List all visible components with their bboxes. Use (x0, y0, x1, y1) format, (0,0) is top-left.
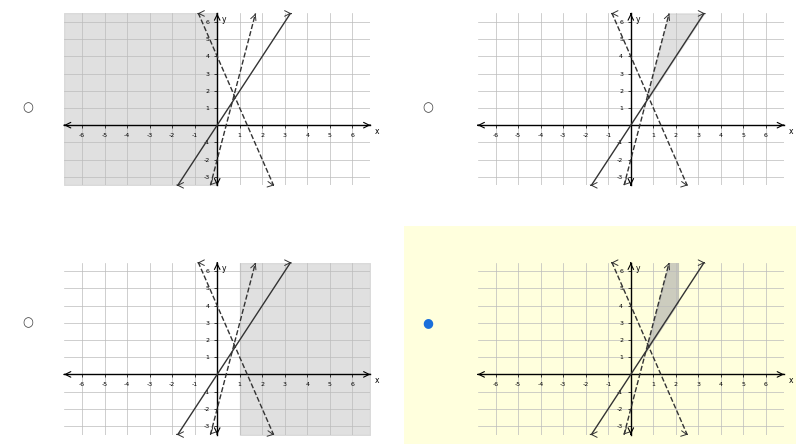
Text: ○: ○ (22, 316, 34, 329)
Text: y: y (222, 264, 226, 273)
Text: x: x (375, 376, 379, 385)
Text: y: y (635, 264, 640, 273)
Text: x: x (789, 127, 793, 136)
Text: ○: ○ (22, 101, 34, 114)
Text: x: x (375, 127, 379, 136)
Text: ○: ○ (422, 101, 434, 114)
Text: x: x (789, 376, 793, 385)
Text: y: y (635, 15, 640, 24)
Text: ●: ● (422, 316, 434, 329)
Text: y: y (222, 15, 226, 24)
